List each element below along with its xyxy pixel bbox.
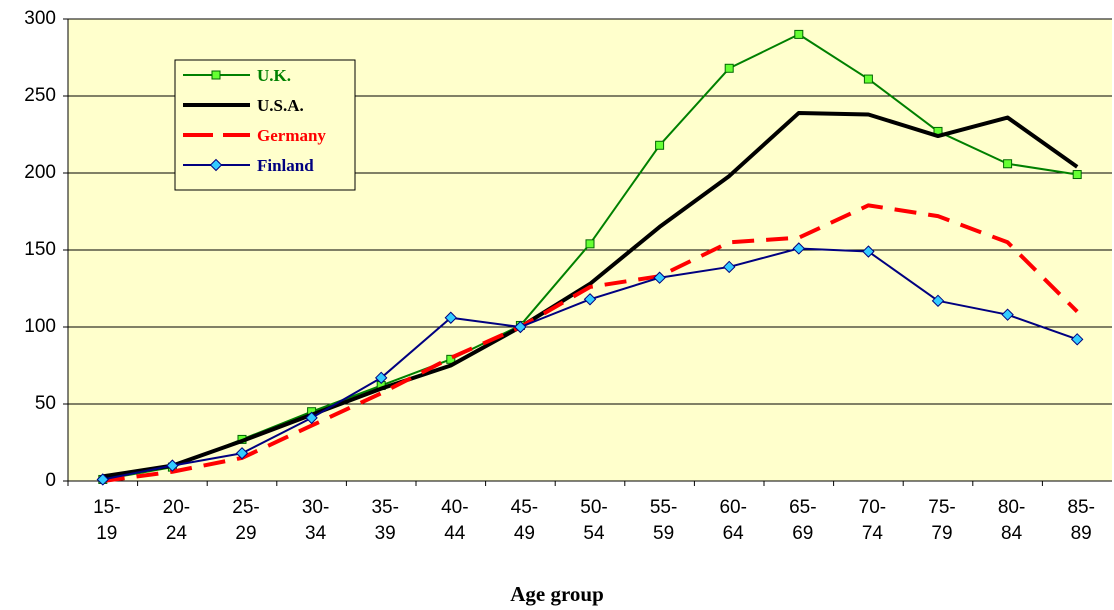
y-tick-label: 150 xyxy=(24,239,56,260)
y-tick-label: 250 xyxy=(24,85,56,106)
x-tick-label: 45-49 xyxy=(510,497,539,544)
x-tick-label: 40-44 xyxy=(441,497,469,544)
x-tick-label: 55-59 xyxy=(649,497,678,544)
data-point xyxy=(1001,308,1014,321)
data-point xyxy=(514,320,527,334)
data-point xyxy=(1070,333,1084,346)
legend-box xyxy=(174,59,356,191)
data-point xyxy=(722,260,736,274)
x-tick-label: 50-54 xyxy=(580,497,608,544)
x-tick-label: 35-39 xyxy=(371,497,399,544)
data-point xyxy=(1003,159,1013,169)
y-tick-label: 100 xyxy=(24,316,56,337)
data-point xyxy=(863,74,873,84)
data-point xyxy=(96,473,110,486)
y-tick-label: 0 xyxy=(45,470,56,491)
legend-marker xyxy=(209,158,223,172)
y-tick-label: 300 xyxy=(24,8,56,29)
legend-label: U.S.A. xyxy=(257,96,304,115)
series-line xyxy=(102,203,1079,483)
y-tick-label: 200 xyxy=(24,162,56,183)
x-tick-label: 80-84 xyxy=(997,497,1026,544)
data-point xyxy=(166,459,179,472)
series-line xyxy=(102,110,1079,479)
data-point xyxy=(374,371,388,385)
x-tick-label: 15-19 xyxy=(93,497,121,544)
x-tick-label: 75-79 xyxy=(928,497,956,544)
legend-label: U.K. xyxy=(257,66,291,85)
x-tick-label: 20-24 xyxy=(162,497,191,544)
data-point xyxy=(792,242,806,255)
data-point xyxy=(585,239,595,249)
x-tick-label: 30-34 xyxy=(301,497,330,544)
data-point xyxy=(862,245,875,258)
x-tick-label: 70-74 xyxy=(858,497,887,544)
data-point xyxy=(724,63,734,73)
data-point xyxy=(583,293,597,306)
data-point xyxy=(235,447,249,460)
legend-marker xyxy=(211,70,221,80)
data-point xyxy=(794,29,804,39)
data-point xyxy=(931,294,945,308)
x-axis-title: Age group xyxy=(510,582,604,606)
data-point xyxy=(444,311,458,324)
data-point xyxy=(305,411,318,425)
legend-label: Germany xyxy=(257,126,326,145)
x-tick-label: 65-69 xyxy=(789,497,817,544)
legend-label: Finland xyxy=(257,156,314,175)
y-tick-label: 50 xyxy=(35,393,56,414)
x-tick-label: 60-64 xyxy=(719,497,747,544)
data-point xyxy=(1072,170,1082,180)
x-tick-label: 85-89 xyxy=(1067,497,1095,544)
x-tick-label: 25-29 xyxy=(232,497,260,544)
data-point xyxy=(653,271,666,284)
data-point xyxy=(655,140,665,150)
